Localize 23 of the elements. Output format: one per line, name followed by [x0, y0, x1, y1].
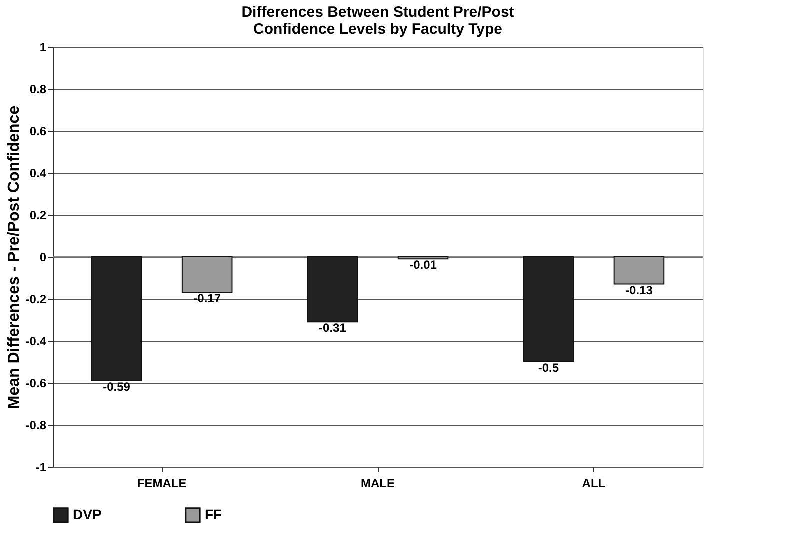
- y-tick-label: -0.4: [26, 334, 47, 348]
- y-tick-label: 0: [40, 250, 47, 264]
- y-tick-label: 0.4: [30, 166, 47, 180]
- data-label: -0.13: [626, 283, 654, 298]
- y-tick-label: 0.2: [30, 208, 47, 222]
- y-tick-label: 0.6: [30, 124, 47, 138]
- x-tick-label: MALE: [361, 476, 395, 490]
- x-tick-label: FEMALE: [137, 476, 187, 490]
- y-tick-label: 1: [40, 40, 47, 54]
- chart-title: Differences Between Student Pre/Post Confidence Levels by Faculty Type: [242, 4, 514, 38]
- data-label: -0.01: [410, 258, 438, 272]
- y-tick-label: -0.2: [26, 292, 47, 306]
- x-tick-label: ALL: [582, 476, 606, 490]
- y-tick-label: -1: [36, 460, 47, 474]
- y-tick-label: -0.8: [26, 418, 47, 432]
- data-label: -0.5: [538, 361, 560, 375]
- legend-label: DVP: [73, 506, 102, 522]
- data-label: -0.31: [319, 321, 347, 336]
- y-tick-label: -0.6: [26, 376, 47, 390]
- y-tick-label: 0.8: [30, 82, 47, 96]
- data-label: -0.59: [103, 380, 131, 394]
- legend-label: FF: [205, 506, 223, 522]
- y-axis-title: Mean Differences - Pre/Post Confidence: [6, 106, 23, 410]
